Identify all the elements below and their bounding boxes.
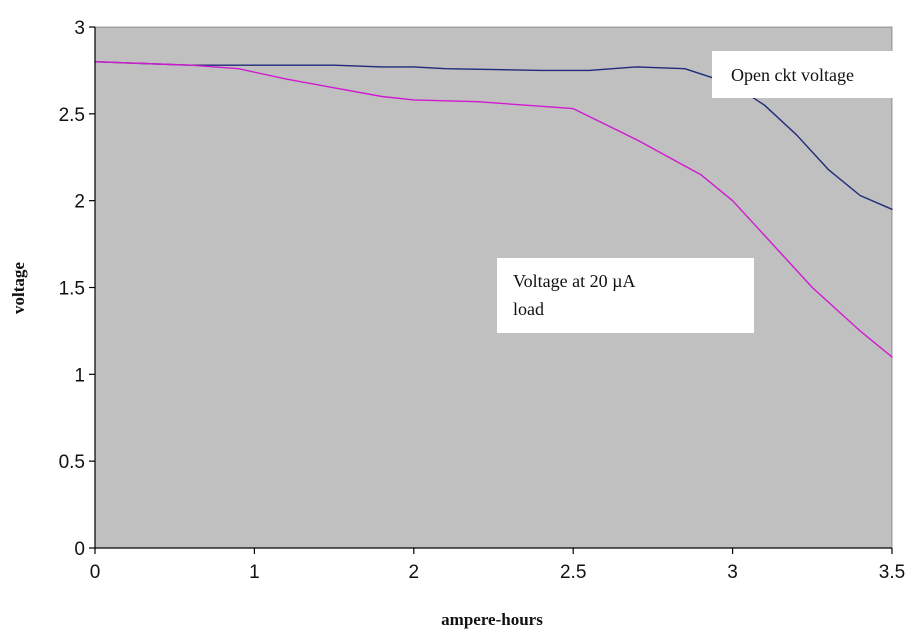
x-tick-label: 2.5 <box>560 562 586 583</box>
open-ckt-label: Open ckt voltage <box>731 65 854 85</box>
load-voltage-callout: Voltage at 20 µA load <box>497 258 754 333</box>
load-voltage-callout-box <box>497 258 754 333</box>
y-tick-label: 0.5 <box>59 452 85 473</box>
x-tick-label: 3.5 <box>879 562 905 583</box>
y-tick-label: 2 <box>74 192 85 213</box>
x-tick-label: 1 <box>249 562 260 583</box>
y-tick-label: 2.5 <box>59 105 85 126</box>
x-axis-title: ampere-hours <box>441 610 543 629</box>
ticks-layer: 0 0.5 1 1.5 2 2.5 3 0 1 2 2.5 3 3.5 <box>59 18 906 583</box>
y-tick-label: 1 <box>74 365 85 386</box>
open-ckt-callout: Open ckt voltage <box>712 51 916 98</box>
y-axis-title: voltage <box>9 262 28 314</box>
y-tick-label: 3 <box>74 18 85 39</box>
series-line-open-ckt-voltage <box>94 61 893 210</box>
x-tick-label: 0 <box>90 562 101 583</box>
load-voltage-label-line1: Voltage at 20 µA <box>513 271 636 291</box>
series-layer <box>94 61 893 358</box>
x-tick-label: 2 <box>409 562 420 583</box>
x-tick-label: 3 <box>727 562 738 583</box>
plot-area <box>94 26 893 549</box>
series-line-voltage-at-load <box>94 61 893 358</box>
open-ckt-callout-box <box>712 51 916 98</box>
y-tick-label: 1.5 <box>59 279 85 300</box>
load-voltage-label-line2: load <box>513 299 544 319</box>
y-tick-label: 0 <box>74 539 85 560</box>
